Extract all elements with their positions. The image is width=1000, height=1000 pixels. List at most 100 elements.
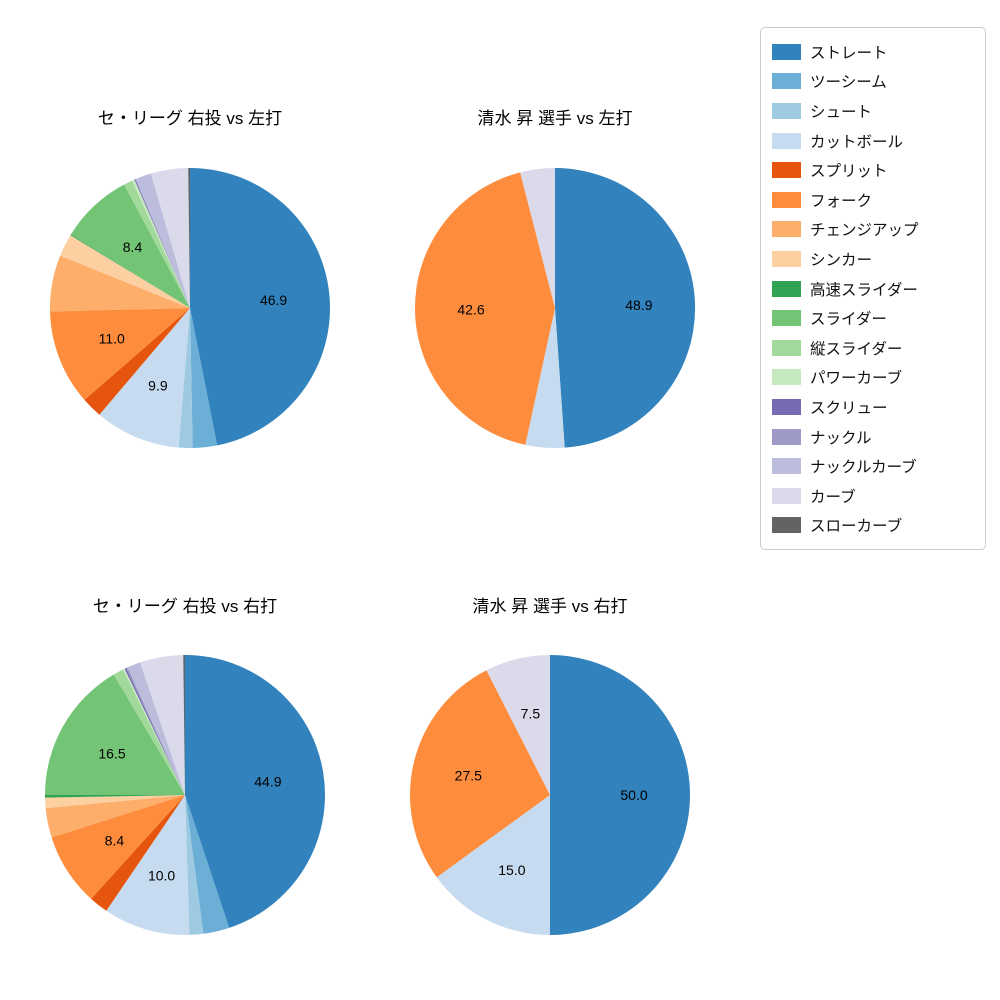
legend-label: シュート — [810, 103, 873, 121]
pie-slice-パワーカーブ — [123, 668, 185, 795]
legend: ストレートツーシームシュートカットボールスプリットフォークチェンジアップ シンカー… — [760, 27, 986, 551]
legend-item: スローカーブ — [772, 511, 974, 541]
legend-label: パワーカーブ — [810, 370, 903, 388]
legend-swatch — [772, 428, 801, 445]
pie-slice-フォーク — [410, 670, 550, 878]
legend-label: ストレート — [810, 44, 888, 62]
legend-item: カーブ — [772, 481, 974, 511]
legend-swatch — [772, 280, 801, 297]
slice-label: 8.4 — [123, 239, 143, 255]
pie-slice-スクリュー — [134, 179, 190, 308]
slice-label: 10.0 — [148, 868, 175, 884]
legend-item: スクリュー — [772, 392, 974, 422]
legend-item: 高速スライダー — [772, 274, 974, 304]
pie-slice-チェンジアップ — [45, 795, 186, 838]
pie-slice-ナックル — [135, 178, 190, 308]
pie-slice-パワーカーブ — [131, 179, 190, 308]
slice-label: 11.0 — [99, 330, 125, 346]
legend-swatch — [772, 221, 801, 238]
pie-slice-カーブ — [150, 168, 190, 308]
legend-item: カットボール — [772, 126, 974, 156]
pie-slice-高速スライダー — [44, 795, 186, 798]
pie-slice-チェンジアップ — [49, 255, 190, 312]
pie-slice-高速スライダー — [70, 234, 190, 308]
legend-item: ナックルカーブ — [772, 451, 974, 481]
legend-item: スプリット — [772, 155, 974, 185]
slice-label: 42.6 — [457, 302, 484, 318]
legend-label: スローカーブ — [810, 518, 903, 536]
pie-slice-カーブ — [140, 655, 185, 795]
pie-slice-スライダー — [70, 184, 190, 308]
pie-slice-カットボール — [99, 308, 190, 448]
legend-label: 縦スライダー — [810, 340, 903, 358]
legend-item: フォーク — [772, 185, 974, 215]
legend-label: スクリュー — [810, 399, 888, 417]
pie-slice-カーブ — [486, 655, 550, 795]
slice-label: 27.5 — [455, 767, 482, 783]
legend-item: ストレート — [772, 37, 974, 67]
pie-slice-ストレート — [550, 655, 690, 935]
pie-slice-縦スライダー — [113, 669, 185, 795]
legend-item: ツーシーム — [772, 67, 974, 97]
legend-item: シンカー — [772, 244, 974, 274]
pie-slice-カットボール — [106, 795, 190, 935]
slice-label: 9.9 — [148, 378, 168, 394]
legend-swatch — [772, 458, 801, 475]
pie-slice-スクリュー — [124, 667, 185, 795]
legend-label: シンカー — [810, 251, 873, 269]
pie-slice-スライダー — [45, 674, 185, 795]
pie-slice-スプリット — [84, 308, 190, 415]
legend-swatch — [772, 517, 801, 534]
pie-slice-ツーシーム — [185, 795, 230, 934]
legend-item: シュート — [772, 96, 974, 126]
pie-slice-ナックルカーブ — [136, 173, 190, 308]
legend-label: 高速スライダー — [810, 281, 918, 299]
pie-chart-league-vs-right: 44.9 10.0 8.4 16.5 — [44, 655, 325, 935]
pie-slice-フォーク — [414, 172, 555, 445]
legend-swatch — [772, 398, 801, 415]
legend-label: スプリット — [810, 163, 888, 181]
chart-title-player-vs-left: 清水 昇 選手 vs 左打 — [477, 109, 633, 128]
legend-swatch — [772, 250, 801, 267]
pie-slice-スローカーブ — [183, 655, 185, 795]
slice-label: 50.0 — [620, 787, 647, 803]
slice-label: 48.9 — [625, 297, 652, 313]
slice-label: 15.0 — [498, 862, 525, 878]
legend-label: フォーク — [810, 192, 873, 210]
slice-label: 7.5 — [521, 705, 541, 721]
legend-swatch — [772, 43, 801, 60]
pie-slice-縦スライダー — [124, 180, 190, 308]
pie-slice-カーブ — [520, 168, 555, 308]
chart-title-league-vs-right: セ・リーグ 右投 vs 右打 — [92, 597, 278, 616]
pie-slice-カットボール — [525, 308, 565, 449]
legend-swatch — [772, 73, 801, 90]
pie-slice-ツーシーム — [190, 308, 218, 448]
pie-chart-player-vs-left: 48.9 42.6 — [414, 167, 696, 449]
legend-label: ツーシーム — [810, 74, 887, 92]
legend-label: ナックル — [810, 429, 872, 447]
pie-slice-ストレート — [555, 167, 696, 448]
pie-slice-シンカー — [60, 235, 190, 308]
legend-label: スライダー — [810, 311, 887, 329]
legend-item: チェンジアップ — [772, 215, 974, 245]
slice-label: 8.4 — [105, 833, 125, 849]
slice-label: 16.5 — [98, 745, 125, 761]
slice-label: 46.9 — [260, 292, 287, 308]
pie-slice-ナックル — [126, 667, 185, 795]
pie-slice-スプリット — [91, 795, 185, 911]
legend-label: カーブ — [810, 488, 856, 506]
legend-swatch — [772, 310, 801, 327]
legend-swatch — [772, 132, 801, 149]
legend-swatch — [772, 162, 801, 179]
pie-slice-シュート — [185, 795, 204, 935]
legend-swatch — [772, 191, 801, 208]
legend-swatch — [772, 369, 801, 386]
pie-chart-player-vs-right: 50.0 15.0 27.5 7.5 — [410, 655, 690, 935]
legend-item: パワーカーブ — [772, 363, 974, 393]
pie-slice-シンカー — [45, 795, 185, 809]
legend-label: チェンジアップ — [810, 222, 919, 240]
slice-label: 44.9 — [254, 774, 281, 790]
legend-swatch — [772, 339, 801, 356]
pie-slice-ナックルカーブ — [127, 662, 185, 795]
